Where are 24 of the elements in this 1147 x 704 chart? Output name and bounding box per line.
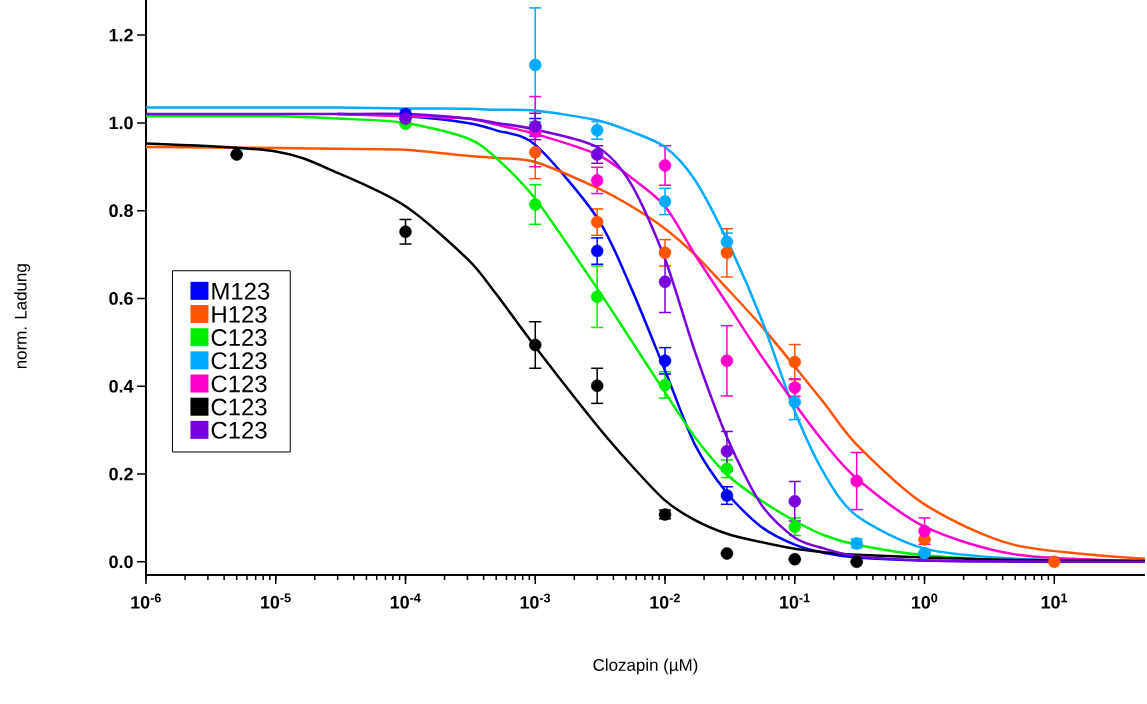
legend-label: C123 [211, 375, 267, 393]
y-tick-label: 0.4 [109, 379, 134, 393]
x-tick-label: 10$^{-3}$ [520, 593, 551, 609]
legend-label: H123 [212, 305, 267, 323]
y-tick-label: 1.0 [109, 116, 133, 130]
legend-label: C123 [211, 421, 267, 439]
y-tick-label: 0.6 [109, 292, 133, 305]
x-tick-label: 10$^{-4}$ [390, 593, 421, 609]
legend-label: C123 [211, 398, 267, 416]
x-tick-label: 10$^{-2}$ [650, 593, 680, 609]
x-tick-label: 10$^{0}$ [911, 593, 938, 609]
legend-label: C123 [211, 329, 267, 347]
y-axis-title: norm. Ladung [14, 264, 31, 369]
legend-label: C123 [211, 352, 267, 370]
y-tick-label: 0.2 [109, 467, 133, 481]
y-tick-label: 0.0 [109, 555, 133, 569]
x-tick-label: 10$^{-6}$ [131, 593, 161, 609]
x-tick-label: 10$^{-1}$ [780, 593, 810, 609]
legend-label: M123 [212, 282, 270, 300]
x-axis-title: Clozapin (µM) [593, 658, 698, 675]
x-tick-label: 10$^{1}$ [1041, 593, 1068, 609]
y-tick-label: 0.8 [109, 204, 133, 218]
x-tick-label: 10$^{-5}$ [261, 593, 291, 609]
y-tick-label: 1.2 [109, 28, 133, 42]
